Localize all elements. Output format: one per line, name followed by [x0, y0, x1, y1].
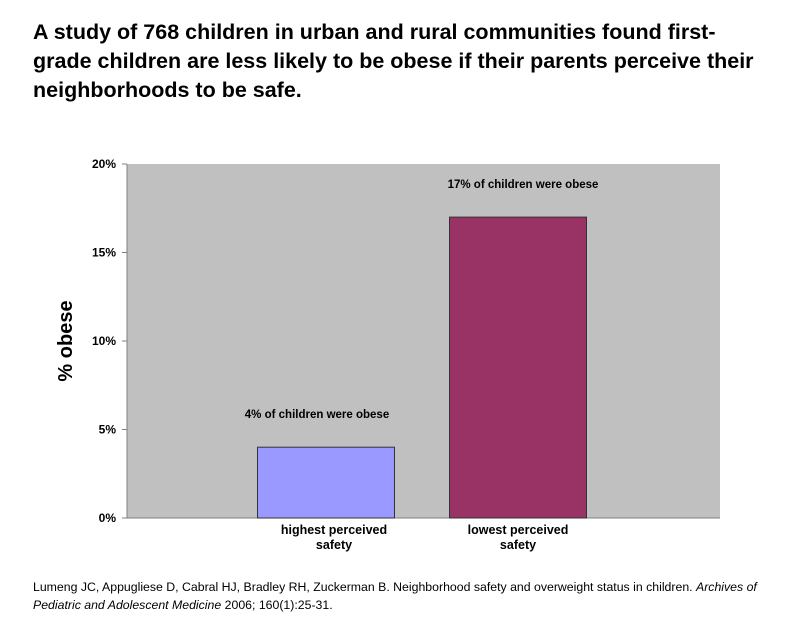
- y-tick-label: 10%: [92, 334, 116, 348]
- y-tick-label: 15%: [92, 246, 116, 260]
- x-tick-label: highest perceived: [281, 523, 387, 537]
- y-tick-label: 0%: [99, 511, 117, 525]
- bar: [257, 446, 395, 519]
- y-axis-label: % obese: [55, 300, 77, 381]
- bar-annotation: 4% of children were obese: [245, 409, 389, 421]
- citation-authors: Lumeng JC, Appugliese D, Cabral HJ, Brad…: [33, 580, 696, 594]
- bar-annotation: 17% of children were obese: [448, 179, 599, 191]
- citation-details: 2006; 160(1):25-31.: [221, 598, 333, 612]
- plot-area: [127, 164, 720, 518]
- y-tick-label: 5%: [99, 423, 117, 437]
- bar: [449, 216, 587, 519]
- y-tick-label: 20%: [92, 157, 116, 171]
- x-tick-label: safety: [316, 538, 352, 552]
- slide-title: A study of 768 children in urban and rur…: [33, 20, 754, 102]
- citation: Lumeng JC, Appugliese D, Cabral HJ, Brad…: [33, 578, 773, 614]
- x-tick-label: lowest perceived: [468, 523, 569, 537]
- citation-journal: Archives of Pediatric and Adolescent Med…: [33, 580, 757, 612]
- x-tick-label: safety: [500, 538, 536, 552]
- bar-chart: 0% 5% 10% 15% 20% % obese 4% of children were …: [55, 157, 720, 552]
